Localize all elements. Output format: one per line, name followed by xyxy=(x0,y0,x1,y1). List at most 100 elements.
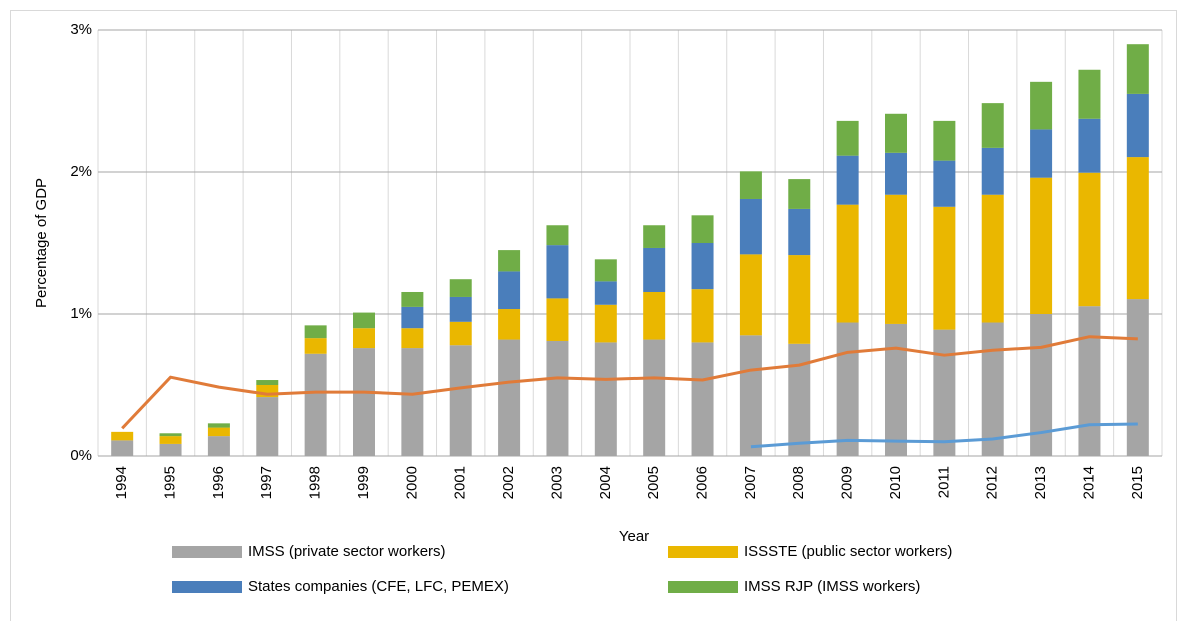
x-tick-label: 2008 xyxy=(790,466,807,499)
bar-segment xyxy=(1030,314,1053,456)
bar-segment xyxy=(353,312,375,329)
x-tick-label: 1994 xyxy=(113,466,130,499)
bar-segment xyxy=(304,325,327,339)
bar-segment xyxy=(933,120,956,161)
bar-segment xyxy=(449,345,472,456)
bar-segment xyxy=(739,335,762,456)
bar-segment xyxy=(885,323,907,456)
x-tick-label: 2014 xyxy=(1080,466,1097,499)
bar-segment xyxy=(691,289,714,343)
bar-segment xyxy=(933,160,956,207)
bar-segment xyxy=(498,339,521,456)
bar-segment xyxy=(836,204,859,323)
bar-segment xyxy=(981,322,1004,456)
bar-segment xyxy=(788,208,811,256)
bar-segment xyxy=(159,433,182,437)
bar-segment xyxy=(1126,299,1149,456)
bar-segment xyxy=(401,328,424,349)
x-tick-label: 2005 xyxy=(645,466,662,499)
bar-segment xyxy=(981,103,1004,148)
bar-segment xyxy=(1078,118,1101,173)
bar-segment xyxy=(788,179,811,209)
legend-label: IMSS (private sector workers) xyxy=(248,543,446,560)
y-tick-label: 0% xyxy=(70,447,92,464)
bar-segment xyxy=(691,215,714,243)
bar-segment xyxy=(788,255,811,344)
bar-segment xyxy=(449,321,472,346)
bar-segment xyxy=(643,247,666,292)
bar-segment xyxy=(933,329,956,456)
bar-segment xyxy=(498,271,521,310)
bar-segment xyxy=(546,340,569,456)
bar-segment xyxy=(836,322,859,456)
x-tick-label: 1995 xyxy=(162,466,179,499)
bar-segment xyxy=(546,298,569,341)
bar-segment xyxy=(691,342,714,456)
bar-segment xyxy=(981,147,1004,195)
legend-label: States companies (CFE, LFC, PEMEX) xyxy=(248,578,509,595)
bar-segment xyxy=(498,250,521,272)
bar-segment xyxy=(739,198,762,255)
x-tick-label: 1996 xyxy=(210,466,227,499)
bar-segment xyxy=(885,113,907,153)
legend-label: ISSSTE (public sector workers) xyxy=(744,543,952,560)
bar-segment xyxy=(885,152,907,195)
bar-segment xyxy=(207,427,230,437)
bar-segment xyxy=(207,436,230,456)
x-tick-label: 2001 xyxy=(452,466,469,499)
bar-segment xyxy=(1030,129,1053,178)
x-tick-label: 2002 xyxy=(500,466,517,499)
bar-segment xyxy=(159,436,182,444)
bar-segment xyxy=(643,291,666,340)
y-tick-label: 2% xyxy=(70,163,92,180)
bar-segment xyxy=(594,281,617,305)
legend-swatch xyxy=(172,546,242,558)
x-tick-label: 2015 xyxy=(1129,466,1146,499)
x-tick-label: 2013 xyxy=(1032,466,1049,499)
bar-segment xyxy=(1126,157,1149,300)
bar-segment xyxy=(159,443,182,456)
legend-swatch xyxy=(668,546,738,558)
y-tick-label: 1% xyxy=(70,305,92,322)
x-tick-label: 2004 xyxy=(597,466,614,499)
bar-segment xyxy=(594,304,617,343)
bar-segment xyxy=(111,431,134,441)
bar-segment xyxy=(1078,306,1101,456)
x-tick-label: 2007 xyxy=(742,466,759,499)
x-tick-label: 2000 xyxy=(403,466,420,499)
bar-segment xyxy=(207,423,230,428)
bar-segment xyxy=(1126,93,1149,158)
line xyxy=(121,335,1138,430)
bar-segment xyxy=(1030,81,1053,130)
line xyxy=(750,422,1138,449)
x-tick-label: 2003 xyxy=(548,466,565,499)
bar-segment xyxy=(256,397,279,456)
bar-segment xyxy=(836,120,859,156)
bar-segment xyxy=(353,328,375,349)
bar-segment xyxy=(401,306,424,329)
bar-segment xyxy=(739,254,762,336)
bar-segment xyxy=(1078,69,1101,119)
y-axis-label: Percentage of GDP xyxy=(33,178,50,308)
x-tick-label: 1997 xyxy=(258,466,275,499)
bar-segment xyxy=(1078,172,1101,307)
x-tick-label: 2009 xyxy=(839,466,856,499)
x-tick-label: 2012 xyxy=(984,466,1001,499)
bar-segment xyxy=(1030,177,1053,314)
y-tick-label: 3% xyxy=(70,21,92,38)
legend-label: IMSS RJP (IMSS workers) xyxy=(744,578,920,595)
x-tick-label: 2011 xyxy=(935,466,952,498)
bar-segment xyxy=(933,206,956,330)
x-tick-label: 2006 xyxy=(694,466,711,499)
x-tick-label: 1999 xyxy=(355,466,372,499)
x-tick-label: 1998 xyxy=(307,466,324,499)
x-axis-label: Year xyxy=(619,528,649,545)
bar-segment xyxy=(256,380,279,385)
bar-segment xyxy=(546,225,569,246)
bar-segment xyxy=(111,440,134,456)
chart-border xyxy=(10,10,1177,621)
bar-segment xyxy=(546,245,569,299)
bar-segment xyxy=(643,339,666,456)
legend-swatch xyxy=(668,581,738,593)
